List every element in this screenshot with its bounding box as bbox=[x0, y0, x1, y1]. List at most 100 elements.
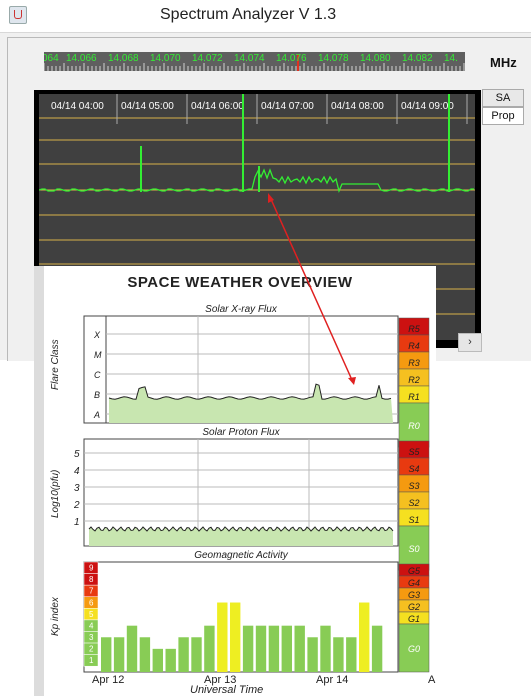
kp-bar bbox=[101, 637, 112, 672]
scale-label: R0 bbox=[408, 421, 420, 431]
kp-bar bbox=[359, 602, 370, 672]
window-title: Spectrum Analyzer V 1.3 bbox=[160, 6, 337, 23]
time-label: 04/14 09:00 bbox=[401, 101, 454, 112]
x-tick-label: Apr 15 bbox=[428, 674, 436, 686]
kp-bar bbox=[165, 648, 176, 672]
x-tick-label: Apr 13 bbox=[204, 674, 236, 686]
kp-bar bbox=[178, 637, 189, 672]
time-label: 04/14 08:00 bbox=[331, 101, 384, 112]
kp-level-label: 6 bbox=[89, 598, 94, 607]
kp-bar bbox=[268, 625, 280, 672]
tab-sa[interactable]: SA bbox=[482, 89, 524, 107]
space-weather-card: SPACE WEATHER OVERVIEW Solar X-ray Flux … bbox=[44, 266, 436, 696]
kp-level-label: 7 bbox=[89, 587, 94, 596]
kp-bar bbox=[191, 637, 202, 672]
scale-label: R5 bbox=[408, 324, 420, 334]
tab-prop[interactable]: Prop bbox=[482, 107, 524, 125]
scale-label: G3 bbox=[408, 590, 420, 600]
x-tick-label: Apr 14 bbox=[316, 674, 348, 686]
kp-bar bbox=[139, 637, 151, 672]
kp-bar bbox=[281, 625, 292, 672]
class-label: M bbox=[94, 350, 102, 360]
kp-bar bbox=[255, 625, 267, 672]
scale-cell bbox=[398, 623, 430, 673]
proton-tick: 3 bbox=[74, 483, 80, 494]
geomag-xlabel: Universal Time bbox=[190, 684, 264, 696]
kp-level-cell bbox=[83, 654, 99, 667]
proton-tick: 4 bbox=[74, 466, 80, 477]
scale-label: R3 bbox=[408, 358, 420, 368]
ruler-label: 14.070 bbox=[150, 53, 181, 64]
ruler-label: 14.072 bbox=[192, 53, 223, 64]
ruler-label: 14.074 bbox=[234, 53, 265, 64]
kp-bar bbox=[371, 625, 383, 672]
kp-level-label: 2 bbox=[89, 645, 94, 654]
kp-bar bbox=[152, 648, 163, 672]
proton-fill bbox=[89, 527, 393, 546]
title-bar: Spectrum Analyzer V 1.3 bbox=[0, 0, 531, 33]
xray-title: Solar X-ray Flux bbox=[205, 304, 277, 315]
scale-label: G5 bbox=[408, 566, 421, 576]
unit-label: MHz bbox=[490, 55, 517, 70]
scale-label: S4 bbox=[408, 464, 419, 474]
kp-level-label: 1 bbox=[89, 656, 94, 665]
scale-label: S3 bbox=[408, 481, 419, 491]
time-label: 04/14 07:00 bbox=[261, 101, 314, 112]
scale-label: G2 bbox=[408, 602, 420, 612]
proton-tick: 1 bbox=[74, 517, 80, 528]
scale-label: R2 bbox=[408, 375, 420, 385]
proton-title: Solar Proton Flux bbox=[202, 427, 280, 438]
scale-label: G1 bbox=[408, 614, 420, 624]
kp-level-label: 3 bbox=[89, 633, 94, 642]
scale-label: R1 bbox=[408, 392, 420, 402]
scale-label: S1 bbox=[408, 515, 419, 525]
kp-bar bbox=[294, 625, 305, 672]
scale-label: G4 bbox=[408, 578, 420, 588]
class-label: A bbox=[93, 410, 100, 420]
geomag-title: Geomagnetic Activity bbox=[194, 550, 288, 561]
kp-bar bbox=[346, 637, 357, 672]
ruler-ticks bbox=[44, 54, 465, 71]
kp-bar bbox=[307, 637, 318, 672]
scale-label: G0 bbox=[408, 644, 420, 654]
xray-line bbox=[108, 383, 392, 400]
scale-cell bbox=[398, 525, 430, 571]
ruler-label: 14.080 bbox=[360, 53, 391, 64]
kp-bar bbox=[333, 637, 344, 672]
scale-cell bbox=[398, 402, 430, 448]
time-label: 04/14 06:00 bbox=[191, 101, 244, 112]
ruler-label: 064 bbox=[44, 53, 59, 64]
proton-line bbox=[88, 526, 394, 532]
kp-level-label: 4 bbox=[89, 621, 94, 630]
kp-bar bbox=[204, 625, 215, 672]
kp-level-label: 5 bbox=[89, 610, 94, 619]
scale-label: S5 bbox=[408, 447, 420, 457]
time-label: 04/14 05:00 bbox=[121, 101, 174, 112]
scale-label: R4 bbox=[408, 341, 420, 351]
class-label: C bbox=[94, 370, 101, 380]
signal-trace bbox=[39, 168, 474, 194]
kp-bar bbox=[230, 602, 241, 672]
scale-label: S0 bbox=[408, 544, 419, 554]
kp-bar bbox=[126, 625, 138, 672]
java-app-icon bbox=[9, 6, 27, 24]
kp-level-label: 9 bbox=[89, 564, 94, 573]
ruler-label: 14.082 bbox=[402, 53, 433, 64]
scroll-right-button[interactable]: › bbox=[458, 333, 482, 352]
scale-label: S2 bbox=[408, 498, 419, 508]
ruler-label: 14.076 bbox=[276, 53, 307, 64]
class-label: B bbox=[94, 390, 100, 400]
kp-bar bbox=[242, 625, 254, 672]
kp-bar bbox=[320, 625, 331, 672]
ruler-label: 14.078 bbox=[318, 53, 349, 64]
xray-fill bbox=[109, 384, 393, 423]
kp-bar bbox=[113, 637, 125, 672]
x-tick-label: Apr 12 bbox=[92, 674, 124, 686]
time-label: 04/14 04:00 bbox=[51, 101, 104, 112]
space-weather-image: SPACE WEATHER OVERVIEW Solar X-ray Flux … bbox=[34, 266, 436, 696]
proton-tick: 2 bbox=[73, 500, 80, 511]
ruler-label: 14.068 bbox=[108, 53, 139, 64]
frequency-ruler[interactable]: 064 14.066 14.068 14.070 14.072 14.074 14.076 1… bbox=[44, 52, 465, 71]
class-label: X bbox=[93, 330, 101, 340]
